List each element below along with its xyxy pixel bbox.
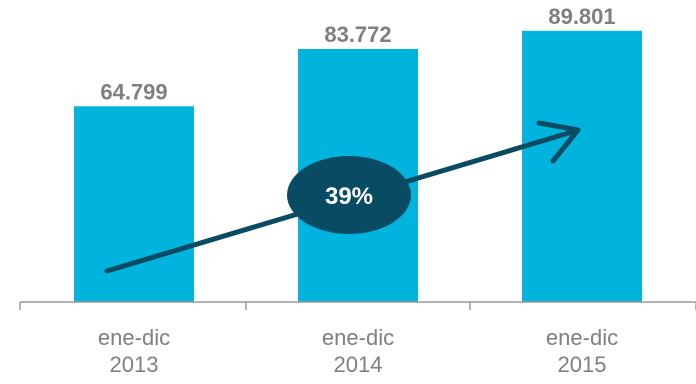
growth-percentage-label: 39% (325, 183, 373, 210)
x-axis-ticks (19, 302, 696, 310)
tick-label-1-line-1: 2014 (334, 352, 383, 377)
trend-arrow-head (536, 120, 581, 164)
value-label-2: 89.801 (548, 4, 615, 29)
value-labels-group: 64.799 83.772 89.801 (100, 4, 615, 105)
bar-2 (522, 30, 642, 303)
tick-label-0-line-0: ene-dic (98, 325, 170, 350)
tick-label-0-line-1: 2013 (110, 352, 159, 377)
tick-label-2-line-1: 2015 (558, 352, 607, 377)
bar-0 (74, 106, 194, 302)
value-label-0: 64.799 (100, 79, 167, 104)
growth-annotation: 39% (104, 120, 581, 274)
growth-badge (287, 156, 411, 234)
tick-label-1-line-0: ene-dic (322, 325, 394, 350)
value-label-1: 83.772 (324, 22, 391, 47)
tick-label-2-line-0: ene-dic (546, 325, 618, 350)
